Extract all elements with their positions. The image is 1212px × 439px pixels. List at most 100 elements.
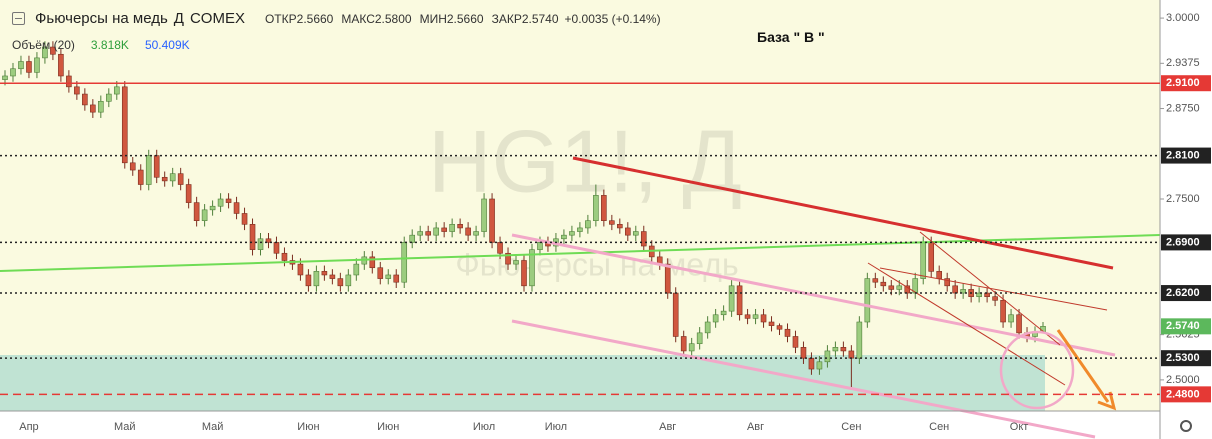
candle-body xyxy=(297,263,304,276)
candle-body xyxy=(353,263,360,276)
change: +0.0035 (+0.14%) xyxy=(564,11,661,26)
candle-body xyxy=(98,101,104,113)
volume-band xyxy=(0,355,1045,411)
candle-body xyxy=(617,224,623,229)
candle-body xyxy=(832,347,839,352)
price-level-label: 2.5300 xyxy=(1166,352,1200,364)
volume-value: 50.409K xyxy=(144,38,190,52)
candle-body xyxy=(457,224,463,229)
y-tick-label: 2.8750 xyxy=(1166,102,1200,114)
candle-body xyxy=(601,195,607,221)
candle-body xyxy=(106,93,112,102)
candle-body xyxy=(976,292,982,297)
candle-body xyxy=(169,173,176,182)
legend-label: ОТКР xyxy=(264,11,297,26)
candle-body xyxy=(433,227,439,236)
candle-body xyxy=(217,198,224,207)
candle-body xyxy=(305,274,312,287)
candle-body xyxy=(82,93,88,106)
candle-body xyxy=(569,231,575,236)
candle-body xyxy=(808,357,815,370)
candle-body xyxy=(640,231,647,247)
candle-body xyxy=(744,314,751,319)
price-level-tag xyxy=(1161,285,1211,302)
candles xyxy=(2,41,1046,388)
candle-body xyxy=(50,46,56,55)
candle-body xyxy=(153,155,160,178)
candle-body xyxy=(888,285,895,290)
candle-body xyxy=(609,220,615,225)
candle-body xyxy=(577,227,583,232)
x-tick-label: Авг xyxy=(659,421,676,433)
candle-body xyxy=(784,328,791,337)
volume-label: Объём (20) xyxy=(12,38,75,52)
candle-body xyxy=(928,242,935,272)
candle-body xyxy=(337,278,344,287)
candle-body xyxy=(417,231,424,236)
y-tick-label: 2.5000 xyxy=(1166,374,1200,386)
trendline xyxy=(879,267,1108,311)
x-tick-label: Сен xyxy=(929,421,949,433)
time-axis-background xyxy=(0,411,1160,439)
price-level-tag xyxy=(1161,350,1211,367)
candle-body xyxy=(792,336,799,348)
candle-body xyxy=(66,75,72,88)
trendline xyxy=(572,156,1114,270)
candle-body xyxy=(34,57,40,73)
candle-body xyxy=(113,86,120,95)
candle-body xyxy=(593,195,599,221)
candle-body xyxy=(177,173,184,185)
collapse-icon[interactable] xyxy=(12,12,25,25)
candle-body xyxy=(505,252,511,265)
candle-body xyxy=(1016,314,1022,334)
price-level-label: 2.6200 xyxy=(1166,287,1200,299)
candle-body xyxy=(473,231,479,236)
candle-body xyxy=(489,198,495,243)
x-tick-label: Сен xyxy=(841,421,861,433)
legend-label: МИН xyxy=(419,11,447,26)
volume-legend: Объём (20) 3.818K 50.409K xyxy=(12,38,206,52)
candle-body xyxy=(816,361,823,370)
candle-body xyxy=(513,260,519,265)
settings-icon[interactable] xyxy=(1180,420,1192,432)
legend-value: 2.5800 xyxy=(374,11,412,26)
candle-body xyxy=(561,234,567,240)
x-tick-label: Май xyxy=(202,421,224,433)
candle-body xyxy=(129,162,136,171)
y-tick-label: 2.9375 xyxy=(1166,57,1200,69)
candle-body xyxy=(944,278,950,287)
candle-body xyxy=(728,285,735,312)
candle-body xyxy=(1008,314,1014,323)
candle-body xyxy=(137,169,144,185)
candle-body xyxy=(481,198,487,232)
candle-body xyxy=(241,213,248,225)
candle-body xyxy=(864,278,871,323)
price-level-label: 2.4800 xyxy=(1166,388,1200,400)
highlight-circle xyxy=(999,330,1075,410)
candle-body xyxy=(193,202,200,221)
candle-body xyxy=(632,231,639,236)
candle-body xyxy=(521,260,527,287)
candle-body xyxy=(465,227,471,236)
x-tick-label: Окт xyxy=(1010,421,1029,433)
x-tick-label: Апр xyxy=(19,421,38,433)
last-price-label: 2.5740 xyxy=(1166,320,1200,332)
candle-body xyxy=(992,296,998,301)
drawings xyxy=(0,156,1161,439)
header: Фьючерсы на медь Д COMEX ОТКР2.5660 МАКС2… xyxy=(12,10,661,27)
candle-body xyxy=(688,343,695,352)
legend-value: 2.5660 xyxy=(446,11,484,26)
candle-body xyxy=(425,231,431,236)
candle-body xyxy=(952,285,958,294)
candle-body xyxy=(768,321,775,326)
arrow xyxy=(1056,329,1110,403)
candle-body xyxy=(201,209,208,221)
volume-values: 3.818K 50.409K xyxy=(83,38,198,52)
x-tick-label: Июл xyxy=(473,421,495,433)
last-price-tag xyxy=(1161,318,1211,335)
price-level-tag xyxy=(1161,75,1211,92)
candle-body xyxy=(121,86,128,164)
candle-body xyxy=(401,242,408,283)
candle-body xyxy=(720,310,727,316)
